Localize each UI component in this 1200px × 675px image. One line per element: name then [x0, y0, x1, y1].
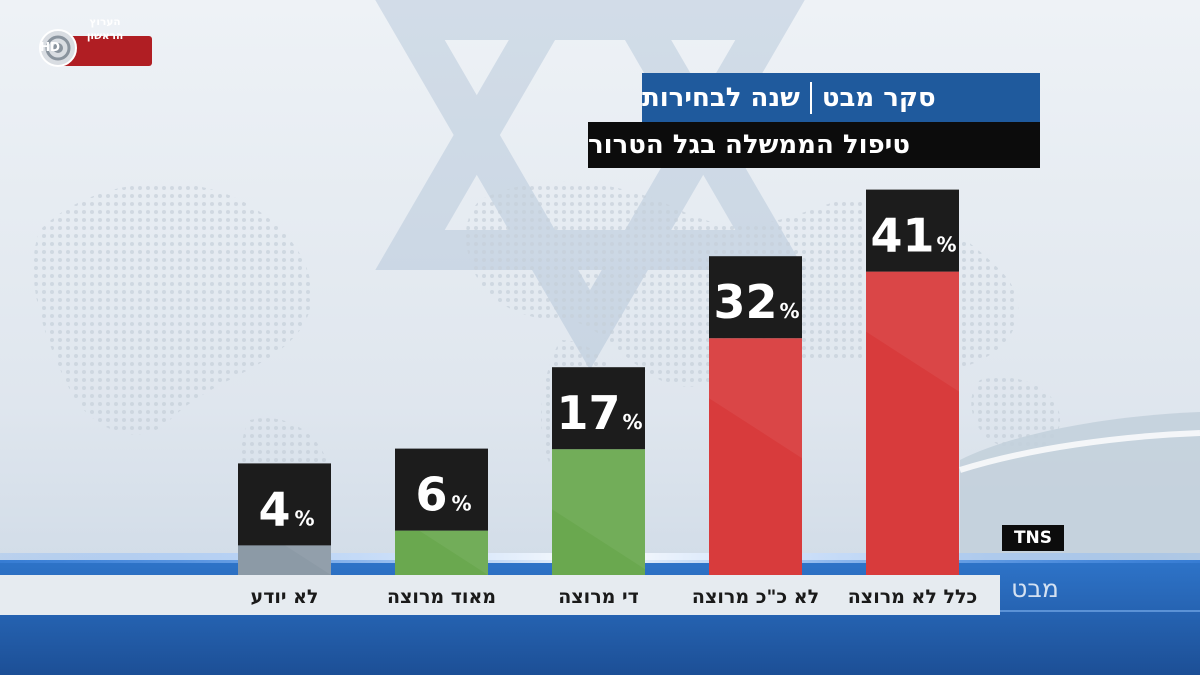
logo-text-line2: הראשון [86, 30, 124, 42]
value-label: 4 [258, 482, 290, 536]
value-label: 17 [556, 386, 620, 440]
title-program: סקר מבט [821, 82, 936, 113]
value-unit: % [780, 299, 800, 323]
bar [709, 338, 802, 575]
value-label-box [395, 448, 488, 531]
bar-group: 41 % כלל לא מרוצה [848, 189, 977, 608]
value-label-box [866, 189, 959, 272]
pollster-badge: TNS [1002, 525, 1064, 551]
bar-sheen [552, 449, 645, 570]
value-unit: % [295, 506, 315, 530]
program-logo: מבט [1011, 574, 1059, 603]
value-label: 32 [713, 275, 777, 329]
channel-logo [39, 29, 152, 67]
value-unit: % [623, 410, 643, 434]
title-separator [809, 81, 812, 114]
category-label: לא יודע [251, 586, 319, 608]
category-label: כלל לא מרוצה [848, 586, 977, 608]
bar [395, 530, 488, 575]
bar-group: 17 % די מרוצה [552, 367, 645, 608]
value-unit: % [452, 492, 472, 516]
value-label: 41 [870, 209, 934, 263]
value-label-box [238, 463, 331, 546]
logo-text-line1: הערוץ [89, 16, 121, 28]
title-banner: סקר מבט שנה לבחירות [642, 73, 1040, 122]
value-label-box [709, 256, 802, 339]
category-label: די מרוצה [558, 586, 639, 608]
category-label: לא כ"כ מרוצה [692, 586, 819, 608]
hd-badge: HD [40, 40, 61, 54]
value-label-box [552, 367, 645, 450]
bar [866, 271, 959, 575]
subtitle-banner: טיפול הממשלה בגל הטרור [588, 122, 1040, 168]
bar-group: 32 % לא כ"כ מרוצה [692, 256, 819, 608]
value-label: 6 [415, 468, 447, 522]
bar [238, 545, 331, 575]
bar-group: 6 % מאוד מרוצה [387, 448, 496, 608]
bar-sheen [866, 271, 959, 392]
title-topic: שנה לבחירות [642, 82, 800, 113]
bar-group: 4 % לא יודע [238, 463, 331, 608]
bar [552, 449, 645, 575]
chart-title: טיפול הממשלה בגל הטרור [588, 130, 910, 160]
bar-sheen [709, 338, 802, 459]
category-label: מאוד מרוצה [387, 586, 496, 608]
value-unit: % [937, 233, 957, 257]
